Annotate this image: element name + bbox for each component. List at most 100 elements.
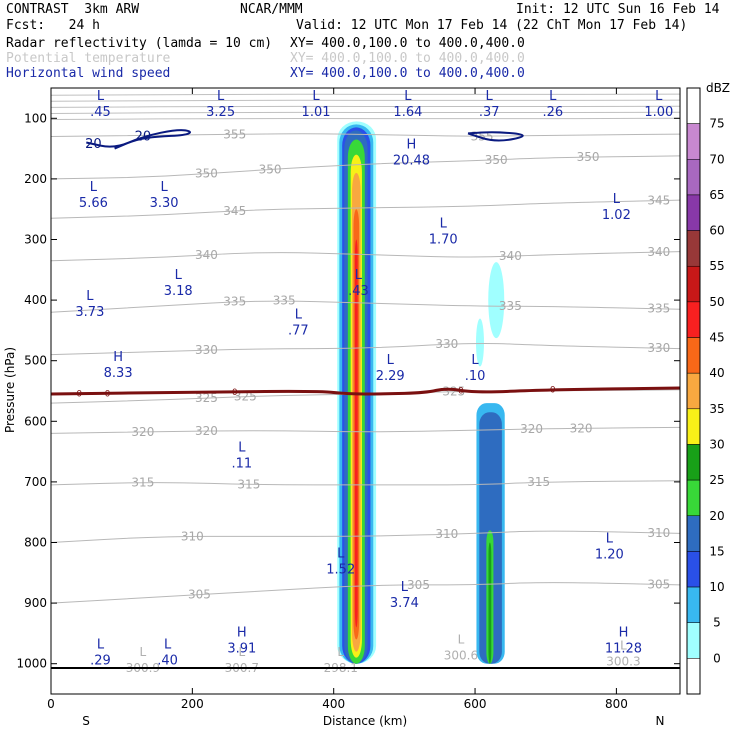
wind-extremum-type: L	[312, 89, 320, 104]
wind-extremum-value: 3.18	[164, 284, 193, 299]
theta-contour-label: 320	[195, 424, 218, 438]
colorbar-swatch	[686, 586, 701, 623]
colorbar-swatch	[686, 87, 701, 124]
wind-extremum-type: L	[387, 353, 395, 368]
wind-extremum-type: L	[337, 547, 345, 562]
colorbar-swatch	[686, 230, 701, 267]
theta-contour	[51, 530, 680, 543]
theta-contour-label: 340	[499, 249, 522, 263]
x-tick-label: 400	[322, 697, 345, 711]
wind-extremum-value: .10	[465, 369, 486, 384]
theta-contour	[51, 133, 680, 137]
colorbar-unit: dBZ	[706, 81, 730, 95]
y-tick-label: 700	[24, 475, 47, 489]
y-tick-label: 600	[24, 414, 47, 428]
reflectivity-band-main	[354, 239, 358, 628]
theta-contour-label: 350	[259, 162, 282, 176]
theta-contour-label: 340	[195, 248, 218, 262]
y-tick-label: 500	[24, 354, 47, 368]
wind-extremum-type: L	[160, 180, 168, 195]
wind-extremum-type: L	[97, 89, 105, 104]
colorbar-level-label: 70	[709, 152, 724, 166]
wind-extremum-value: 1.01	[302, 105, 331, 120]
colorbar-swatch	[686, 551, 701, 588]
colorbar-swatch	[686, 372, 701, 410]
wind-extremum-type: H	[619, 625, 629, 640]
colorbar-level-label: 30	[709, 437, 724, 451]
wind-extremum-value: .43	[348, 284, 369, 299]
colorbar-frame	[686, 87, 701, 695]
theta-contour	[51, 117, 680, 120]
field-xy-theta: XY= 400.0,100.0 to 400.0,400.0	[290, 51, 525, 66]
wind-extremum-type: L	[471, 353, 479, 368]
colorbar-swatch	[686, 301, 701, 338]
theta-contour-label: 350	[195, 167, 218, 181]
colorbar-level-label: 40	[709, 366, 724, 380]
colorbar-level-label: 50	[709, 295, 724, 309]
theta-contour-label: 335	[223, 295, 246, 309]
theta-contour-label: 330	[195, 343, 218, 357]
theta-contour	[51, 199, 680, 219]
theta-contour-label: 330	[647, 341, 670, 355]
org-label: NCAR/MMM	[240, 2, 303, 17]
theta-contour	[51, 343, 680, 356]
wind-extremum-type: L	[486, 89, 494, 104]
theta-contour-label: 320	[520, 422, 543, 436]
zero-contour-label: 0	[550, 386, 556, 396]
wind-extremum-type: L	[613, 192, 621, 207]
y-tick-label: 100	[24, 111, 47, 125]
colorbar-swatch	[686, 444, 701, 481]
theta-contour-label: 305	[188, 588, 211, 602]
theta-contour-label: 340	[647, 245, 670, 259]
zero-contour	[51, 386, 680, 396]
wind-extremum-value: .45	[90, 105, 111, 120]
wind-extremum-value: .26	[542, 105, 563, 120]
wind-extremum-value: 3.25	[206, 105, 235, 120]
reflectivity-band-east	[488, 542, 492, 664]
wind-extremum-value: 11.28	[605, 641, 642, 656]
zero-contour-label: 0	[232, 388, 238, 398]
theta-contour-label: 315	[237, 478, 260, 492]
wind-contour	[86, 129, 191, 150]
theta-contour	[51, 155, 680, 180]
wind-extremum-value: 1.02	[602, 208, 631, 223]
x-tick-label: 200	[181, 697, 204, 711]
wind-extremum-value: 3.91	[227, 641, 256, 656]
wind-extremum-type: L	[549, 89, 557, 104]
wind-extremum-value: .77	[288, 323, 309, 338]
wind-extremum-type: L	[404, 89, 412, 104]
theta-contour-label: 350	[577, 150, 600, 164]
wind-extremum-value: 2.29	[376, 369, 405, 384]
wind-extremum-value: .11	[231, 457, 252, 472]
model-title: CONTRAST 3km ARW	[6, 2, 140, 17]
theta-contour-label: 345	[647, 194, 670, 208]
wind-contour-label: 20	[85, 137, 102, 152]
zero-contour-label: 0	[105, 389, 111, 399]
y-tick-label: 400	[24, 293, 47, 307]
wind-extremum-value: .37	[479, 105, 500, 120]
wind-extremum-type: L	[655, 89, 663, 104]
field-xy-reflectivity: XY= 400.0,100.0 to 400.0,400.0	[290, 36, 525, 51]
wind-extremum-type: H	[113, 350, 123, 365]
theta-contour-label: 315	[131, 475, 154, 489]
wind-extremum-type: L	[217, 89, 225, 104]
wind-extremum-type: H	[407, 138, 417, 153]
wind-extremum-value: 3.73	[75, 305, 104, 320]
colorbar-level-label: 20	[709, 509, 724, 523]
wind-extremum-type: L	[295, 307, 303, 322]
y-tick-label: 1000	[16, 657, 47, 671]
y-axis-label: Pressure (hPa)	[3, 347, 17, 433]
theta-contour	[51, 111, 680, 114]
x-end-label-south: S	[82, 714, 90, 728]
colorbar-swatch	[686, 515, 701, 552]
wind-extremum-type: H	[237, 625, 247, 640]
x-axis-label: Distance (km)	[323, 714, 407, 728]
reflectivity-band-upper	[475, 318, 484, 367]
theta-contour-label: 310	[435, 527, 458, 541]
theta-contour-label: 335	[647, 302, 670, 316]
theta-contour	[51, 582, 680, 604]
theta-contour	[51, 251, 680, 262]
y-tick-label: 900	[24, 596, 47, 610]
theta-extremum-value: 300.6	[444, 649, 478, 663]
